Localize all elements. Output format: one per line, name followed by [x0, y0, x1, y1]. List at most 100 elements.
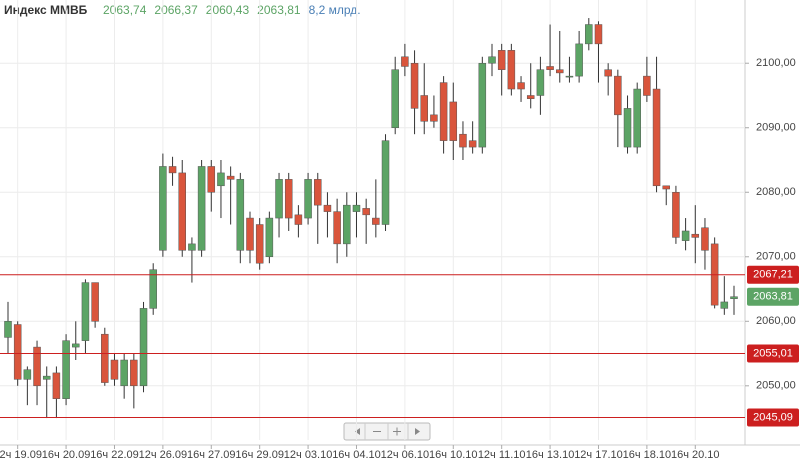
header: Индекс ММВБ 2063,74 2066,37 2060,43 2063,81…	[4, 3, 361, 17]
x-tick-label: 16ч 04.10	[332, 449, 381, 461]
candle-body	[449, 101, 458, 141]
candle-body	[217, 172, 225, 187]
header-value: 2063,81	[257, 3, 301, 17]
candle-body	[507, 50, 516, 90]
candle-body	[410, 62, 419, 109]
candle-body	[120, 359, 128, 387]
candle-body	[178, 172, 186, 251]
candle-body	[381, 140, 390, 225]
candle-body	[488, 56, 496, 64]
candle-body	[72, 343, 80, 348]
candle-body	[633, 88, 641, 148]
y-tick-label: 2050,00	[756, 380, 796, 392]
candle-body	[81, 282, 90, 341]
candle-body	[556, 69, 564, 74]
candle-body	[536, 69, 545, 96]
candle-body	[652, 88, 661, 187]
candle-body	[275, 179, 283, 219]
candle-body	[526, 95, 535, 99]
candle-body	[701, 227, 709, 251]
candle-body	[110, 359, 119, 380]
candle-body	[439, 82, 448, 141]
candle-body	[614, 75, 622, 116]
candle-body	[565, 75, 574, 78]
level-label-box	[747, 408, 799, 427]
header-volume: 8,2 млрд.	[309, 3, 361, 17]
candle-body	[304, 179, 312, 219]
candle-body	[401, 56, 409, 67]
candle-body	[343, 204, 351, 245]
candle-body	[497, 50, 506, 70]
candle-body	[662, 185, 670, 190]
candle-body	[594, 24, 603, 45]
nav-left[interactable]	[355, 428, 360, 435]
x-tick-label: 12ч 17.10	[574, 449, 623, 461]
x-tick-label: 12ч 11.10	[478, 449, 526, 461]
header-value: 2063,74	[103, 3, 147, 17]
candle-body	[517, 82, 525, 90]
candle-body	[4, 321, 12, 338]
candle-body	[246, 217, 254, 251]
candle-body	[575, 43, 583, 77]
candle-body	[159, 166, 167, 251]
nav-right[interactable]	[415, 428, 420, 435]
candle-body	[372, 217, 380, 225]
level-label-box	[747, 265, 799, 284]
candle-body	[459, 133, 467, 148]
candle-body	[604, 69, 612, 77]
level-label: 2045,09	[753, 411, 793, 423]
candle-body	[478, 62, 487, 148]
candle-body	[226, 175, 235, 180]
candle-body	[585, 24, 593, 45]
candle-body	[255, 224, 264, 264]
x-tick-label: 16ч 20.10	[671, 449, 720, 461]
candle-body	[294, 214, 303, 225]
x-tick-label: 16ч 10.10	[429, 449, 478, 461]
x-tick-label: 12ч 06.10	[381, 449, 430, 461]
candle-body	[672, 192, 680, 238]
candle-body	[352, 204, 361, 212]
candle-body	[207, 166, 216, 193]
x-tick-label: 12ч 26.09	[139, 449, 188, 461]
candle-body	[197, 166, 206, 251]
y-tick-label: 2080,00	[756, 186, 796, 198]
nav-control[interactable]	[343, 422, 431, 441]
candle-body	[681, 230, 690, 241]
candle-body	[265, 217, 274, 258]
candle-body	[188, 243, 196, 251]
last-price-box	[747, 287, 799, 306]
candle-body	[643, 75, 651, 96]
candle-body	[720, 301, 729, 309]
candle-body	[430, 114, 438, 122]
x-tick-label: 16ч 20.09	[42, 449, 91, 461]
candle-body	[730, 296, 738, 299]
candle-body	[62, 340, 70, 399]
last-price-label: 2063,81	[753, 291, 793, 303]
candle-body	[149, 269, 157, 309]
candle-body	[323, 204, 332, 212]
candle-body	[52, 372, 61, 399]
x-tick-label: 16ч 22.09	[90, 449, 139, 461]
candle-body	[623, 108, 632, 148]
x-tick-label: 16ч 27.09	[187, 449, 236, 461]
header-value: 2060,43	[206, 3, 250, 17]
x-tick-label: 16ч 18.10	[623, 449, 672, 461]
x-tick-label: 16ч 13.10	[526, 449, 575, 461]
header-value: 2066,37	[154, 3, 198, 17]
candle-body	[691, 233, 700, 238]
x-tick-label: 16ч 29.09	[235, 449, 284, 461]
candle-body	[333, 211, 341, 245]
candle-body	[13, 324, 22, 380]
candle-body	[101, 333, 109, 383]
level-label: 2067,21	[753, 269, 793, 281]
candle-body	[391, 69, 399, 128]
x-tick-label: 12ч 03.10	[284, 449, 333, 461]
candle-body	[168, 166, 177, 174]
y-tick-label: 2070,00	[756, 251, 796, 263]
chart-title: Индекс ММВБ	[4, 3, 88, 17]
candle-body	[284, 179, 293, 219]
candle-body	[91, 282, 99, 322]
level-label-box	[747, 344, 799, 363]
y-tick-label: 2090,00	[756, 122, 796, 134]
